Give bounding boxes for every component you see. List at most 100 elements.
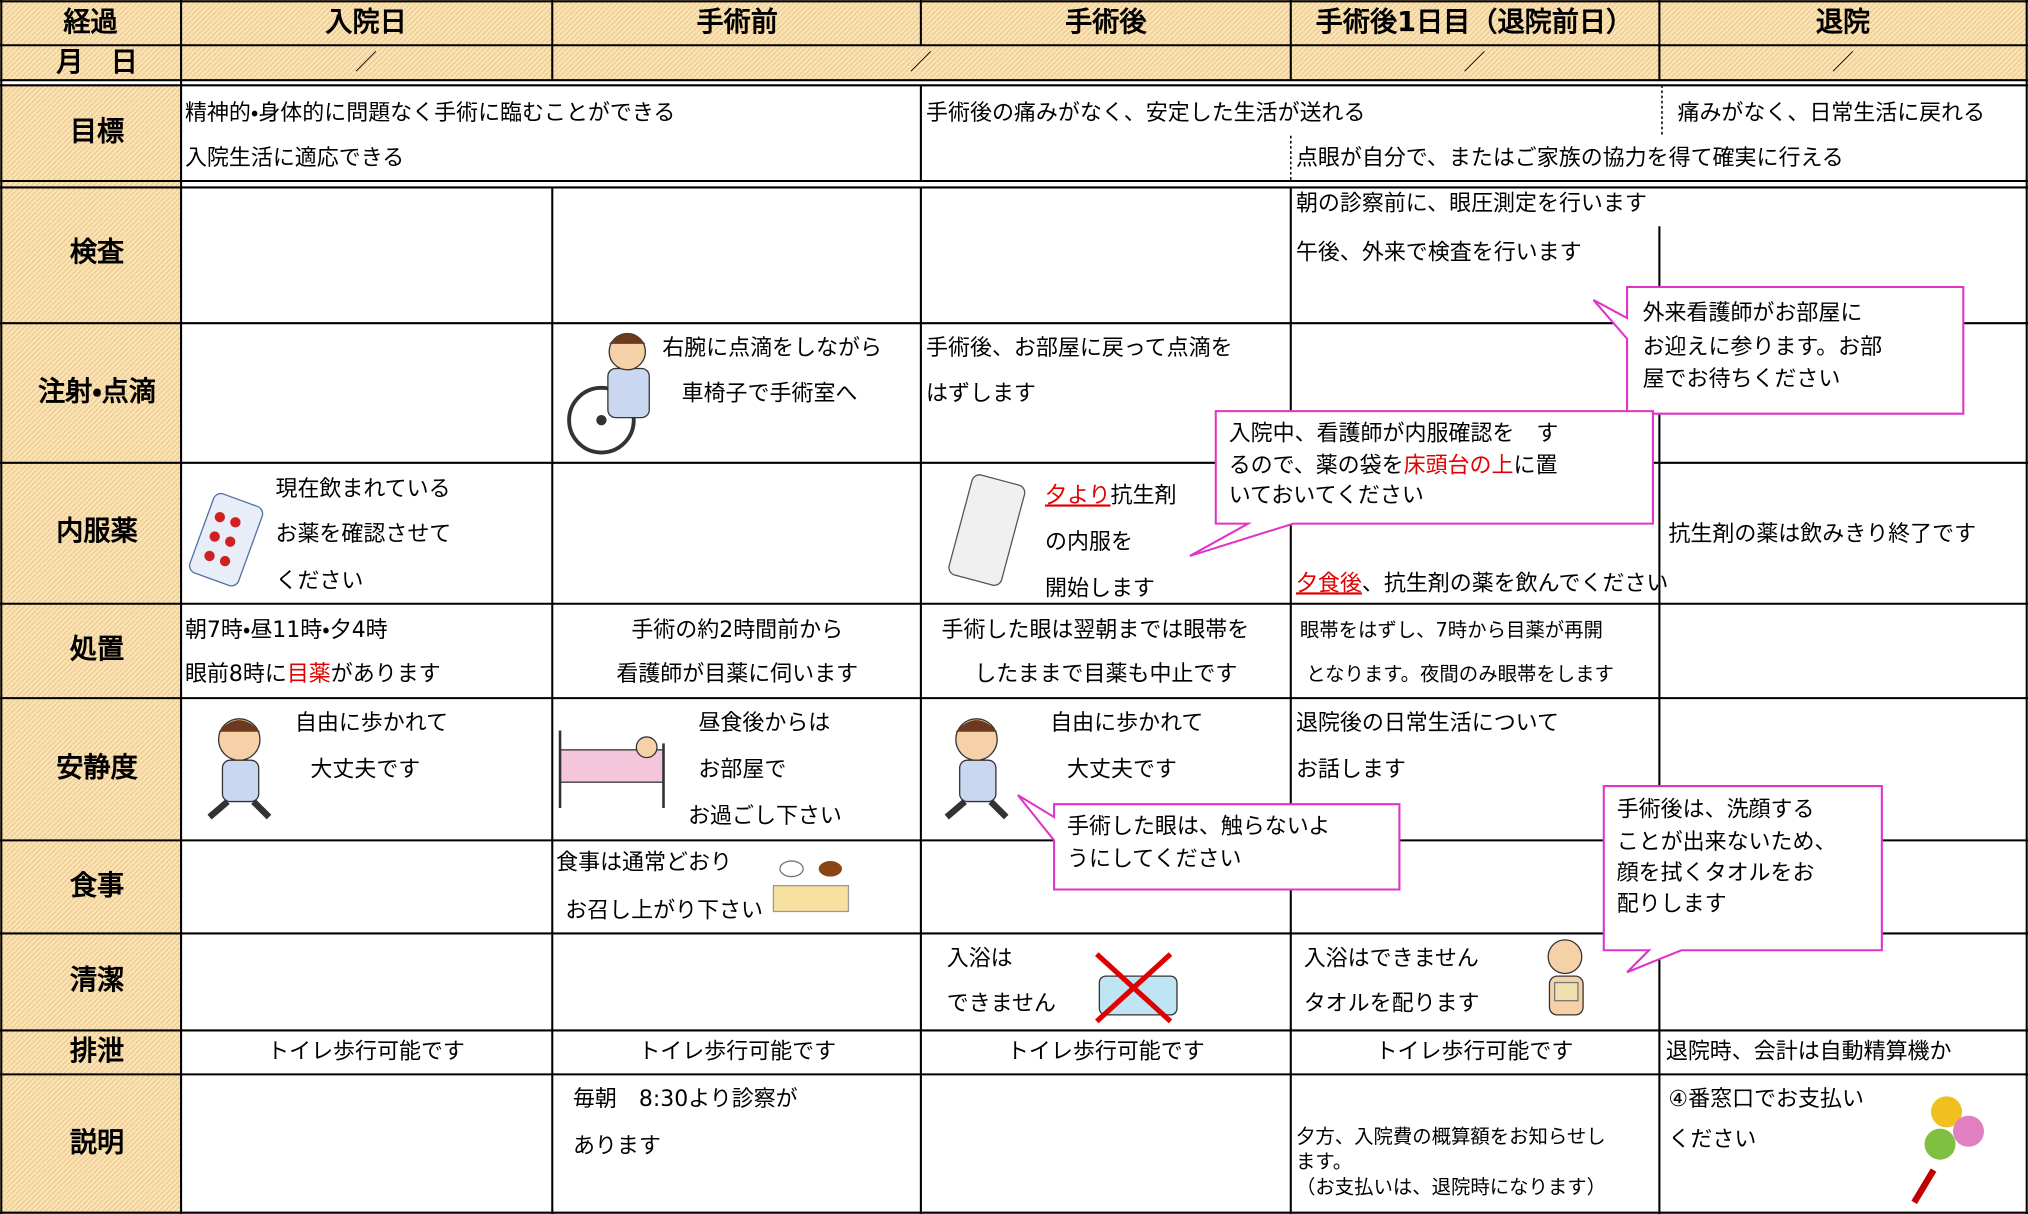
row-label: 清潔 — [70, 965, 124, 996]
cell-text: 毎朝 8:30より診察が — [573, 1087, 798, 1112]
row-label: 食事 — [70, 870, 124, 901]
cell-text: あります — [573, 1134, 661, 1159]
cell-text: お過ごし下さい — [688, 804, 842, 829]
cell-text: タオルを配ります — [1304, 992, 1480, 1017]
cell-text: お話します — [1296, 758, 1406, 783]
cell-text: 精神的・身体的に問題なく手術に臨むことができる — [185, 101, 675, 126]
illustration-pills — [188, 474, 1026, 587]
cell-text: ください — [275, 569, 363, 594]
text-part: 夕食後 — [1296, 571, 1362, 596]
cell-text: 抗生剤の薬は飲みきり終了です — [1668, 522, 1976, 547]
illustration-meal — [772, 860, 850, 913]
cell-text: となります。夜間のみ眼帯をします — [1306, 662, 1614, 685]
callout-text: るので、薬の袋を床頭台の上に置 — [1229, 454, 1558, 479]
cell-text: 退院時、会計は自動精算機か — [1666, 1039, 1952, 1064]
text-part: 、抗生剤の薬を飲んでください — [1362, 571, 1669, 596]
cell-text: したままで目薬も中止です — [974, 662, 1237, 687]
date-cell: ／ — [355, 50, 377, 75]
header-cell: 手術前 — [697, 6, 778, 38]
callout-text: 手術後は、洗顔する — [1617, 798, 1815, 823]
text-part: 目薬 — [287, 662, 331, 687]
cell-text: 入院生活に適応できる — [185, 146, 404, 171]
illustration-bed — [558, 730, 665, 809]
cell-text: トイレ歩行可能です — [1376, 1039, 1574, 1064]
cell-text: 大丈夫です — [310, 758, 420, 783]
callout-text: 外来看護師がお部屋に — [1643, 301, 1863, 326]
cell-text: 夕方、入院費の概算額をお知らせし — [1296, 1125, 1606, 1148]
cell-text: 大丈夫です — [1067, 758, 1177, 783]
cell-text: トイレ歩行可能です — [267, 1039, 465, 1064]
header-cell: 手術後 — [1065, 7, 1147, 38]
cell-text: 退院後の日常生活について — [1296, 711, 1559, 736]
cell-text: 自由に歩かれて — [1050, 711, 1203, 736]
row-label: 説明 — [70, 1128, 124, 1159]
header-cell: 手術後1日目（退院前日） — [1316, 6, 1633, 38]
text-part: るので、薬の袋を — [1229, 454, 1404, 479]
cell-text: ④番窓口でお支払い — [1668, 1087, 1863, 1112]
cell-text: 食事は通常どおり — [556, 851, 732, 876]
illustration-no-bath — [1095, 952, 1178, 1024]
cell-text: 開始します — [1045, 577, 1155, 602]
row-label: 注射・点滴 — [38, 377, 156, 408]
cell-text: できません — [947, 992, 1056, 1017]
callout-text: 配りします — [1617, 892, 1727, 917]
date-label: 月 日 — [55, 47, 137, 78]
callout: 入院中、看護師が内服確認を す るので、薬の袋を床頭台の上に置 いておいてくださ… — [1189, 410, 1654, 557]
text-part: があります — [331, 662, 441, 687]
cell-text: トイレ歩行可能です — [638, 1039, 836, 1064]
cell-text: 眼帯をはずし、7時から目薬が再開 — [1300, 618, 1603, 641]
callout-text: ことが出来ないため、 — [1617, 830, 1837, 855]
header-cell: 入院日 — [325, 7, 406, 38]
cell-text: 痛みがなく、日常生活に戻れる — [1677, 101, 1985, 126]
date-cell: ／ — [1832, 50, 1854, 75]
cell-text: 昼食後からは — [698, 711, 830, 736]
header-bg — [0, 0, 2028, 81]
callout-text: 顔を拭くタオルをお — [1617, 861, 1815, 886]
callout: 手術後は、洗顔する ことが出来ないため、 顔を拭くタオルをお 配りします — [1602, 785, 1883, 974]
cell-text: 夕食後、抗生剤の薬を飲んでください — [1296, 571, 1668, 596]
cell-text: 朝7時・昼11時・夕4時 — [185, 618, 388, 643]
illustration-bouquet — [1911, 1096, 1985, 1205]
cell-text: ください — [1668, 1127, 1756, 1152]
cell-text: お部屋で — [698, 758, 786, 783]
date-cell: ／ — [910, 50, 932, 75]
date-cell: ／ — [1463, 50, 1485, 75]
row-label: 排泄 — [70, 1036, 124, 1067]
callout-text: 入院中、看護師が内服確認を す — [1229, 421, 1559, 446]
text-part: 抗生剤 — [1111, 483, 1177, 508]
text-part: 床頭台の上 — [1404, 454, 1514, 479]
illustration-walking-person — [207, 718, 1009, 820]
label-bg — [0, 85, 182, 1214]
text-part: 眼前8時に — [185, 662, 287, 687]
row-label: 処置 — [70, 633, 124, 665]
cell-text: 自由に歩かれて — [295, 711, 448, 736]
cell-text: 午後、外来で検査を行います — [1296, 240, 1582, 265]
cell-text: 眼前8時に目薬があります — [185, 662, 441, 687]
cell-text: お召し上がり下さい — [565, 898, 763, 923]
row-label: 安静度 — [56, 753, 138, 784]
cell-text: 手術の約2時間前から — [631, 618, 843, 643]
callout-text: 屋でお待ちください — [1643, 367, 1841, 392]
cell-text: ます。 — [1296, 1150, 1352, 1173]
cell-text: 手術した眼は翌朝までは眼帯を — [942, 618, 1250, 643]
callout-text: いておいてください — [1229, 483, 1424, 508]
callout-text: お迎えに参ります。お部 — [1643, 335, 1883, 360]
callout-text: 手術した眼は、触らないよ — [1067, 814, 1330, 839]
text-part: 夕より — [1045, 483, 1110, 508]
header-cell: 退院 — [1816, 7, 1870, 38]
cell-text: 入浴は — [947, 946, 1013, 971]
cell-text: 手術後、お部屋に戻って点滴を — [926, 336, 1233, 361]
cell-text: 手術後の痛みがなく、安定した生活が送れる — [926, 101, 1365, 126]
cell-text: はずします — [926, 381, 1036, 406]
callout: 手術した眼は、触らないよ うにしてください — [1017, 794, 1401, 891]
illustration-wheelchair — [567, 332, 650, 455]
illustration-towel-person — [1547, 939, 1584, 1016]
cell-text: 夕より抗生剤 — [1045, 483, 1176, 508]
row-label: 検査 — [70, 237, 125, 268]
header-cell: 経過 — [63, 7, 117, 38]
cell-text: の内服を — [1045, 530, 1133, 555]
callout-text: うにしてください — [1067, 847, 1241, 872]
callout: 外来看護師がお部屋に お迎えに参ります。お部 屋でお待ちください — [1592, 285, 1965, 415]
